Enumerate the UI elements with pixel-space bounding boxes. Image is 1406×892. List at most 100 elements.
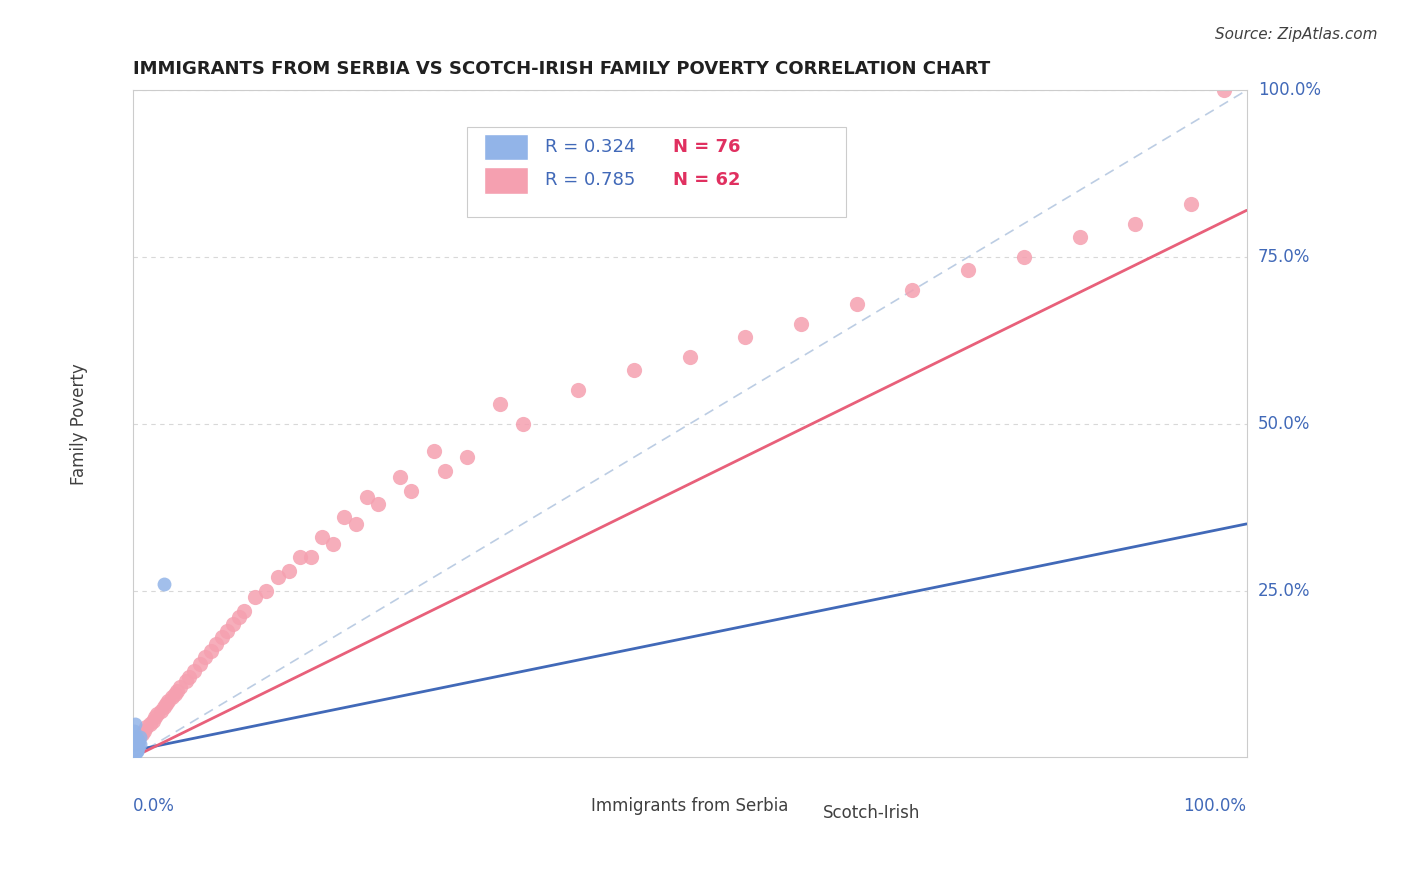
- Point: [125, 733, 148, 747]
- Point: [299, 550, 322, 565]
- Point: [124, 740, 146, 755]
- FancyBboxPatch shape: [467, 127, 845, 217]
- Point: [127, 737, 149, 751]
- Point: [142, 714, 165, 728]
- Point: [122, 731, 145, 745]
- Point: [1213, 83, 1236, 97]
- Point: [153, 577, 176, 591]
- Text: 75.0%: 75.0%: [1258, 248, 1310, 266]
- Point: [122, 733, 145, 747]
- Point: [155, 697, 177, 711]
- Point: [127, 737, 149, 751]
- Point: [125, 740, 148, 755]
- Text: Source: ZipAtlas.com: Source: ZipAtlas.com: [1215, 27, 1378, 42]
- Point: [143, 710, 166, 724]
- Point: [266, 570, 288, 584]
- Point: [217, 624, 239, 638]
- Text: Family Poverty: Family Poverty: [70, 363, 89, 484]
- Point: [127, 733, 149, 747]
- Point: [188, 657, 211, 671]
- Point: [128, 737, 150, 751]
- Point: [489, 397, 512, 411]
- Point: [228, 610, 250, 624]
- Point: [122, 744, 145, 758]
- Point: [174, 673, 197, 688]
- Point: [125, 744, 148, 758]
- Point: [333, 510, 356, 524]
- Point: [125, 740, 148, 755]
- Point: [122, 737, 145, 751]
- Point: [127, 737, 149, 751]
- Point: [790, 317, 813, 331]
- Point: [1123, 217, 1146, 231]
- FancyBboxPatch shape: [796, 794, 824, 814]
- Point: [122, 744, 145, 758]
- Point: [311, 530, 333, 544]
- Text: N = 62: N = 62: [673, 171, 741, 189]
- Point: [125, 737, 148, 751]
- Point: [124, 737, 146, 751]
- Point: [205, 637, 228, 651]
- Point: [679, 350, 702, 364]
- Point: [734, 330, 756, 344]
- Point: [367, 497, 389, 511]
- Point: [146, 706, 169, 721]
- Point: [245, 591, 267, 605]
- Point: [122, 731, 145, 745]
- Point: [124, 740, 146, 755]
- Point: [124, 740, 146, 755]
- Point: [125, 740, 148, 755]
- Text: 25.0%: 25.0%: [1258, 582, 1310, 599]
- Point: [127, 733, 149, 747]
- Point: [125, 737, 148, 751]
- Point: [356, 490, 378, 504]
- Point: [127, 740, 149, 755]
- Point: [149, 704, 172, 718]
- Point: [131, 727, 153, 741]
- Point: [127, 737, 149, 751]
- Text: 100.0%: 100.0%: [1258, 81, 1320, 99]
- Point: [122, 731, 145, 745]
- Point: [124, 717, 146, 731]
- Text: R = 0.785: R = 0.785: [546, 171, 636, 189]
- Point: [157, 694, 180, 708]
- Point: [124, 740, 146, 755]
- Point: [122, 723, 145, 738]
- Point: [165, 687, 187, 701]
- Text: Scotch-Irish: Scotch-Irish: [824, 804, 921, 822]
- Point: [124, 744, 146, 758]
- Point: [957, 263, 980, 277]
- Point: [122, 731, 145, 745]
- Point: [288, 550, 311, 565]
- FancyBboxPatch shape: [484, 134, 529, 161]
- Point: [623, 363, 645, 377]
- Point: [125, 731, 148, 745]
- Point: [122, 731, 145, 745]
- Point: [124, 731, 146, 745]
- Point: [901, 284, 924, 298]
- Text: Immigrants from Serbia: Immigrants from Serbia: [591, 797, 789, 815]
- Point: [512, 417, 534, 431]
- Point: [422, 443, 444, 458]
- Point: [1069, 230, 1091, 244]
- Point: [344, 516, 367, 531]
- Point: [127, 733, 149, 747]
- Point: [132, 723, 155, 738]
- Point: [124, 744, 146, 758]
- Point: [125, 733, 148, 747]
- Point: [1180, 196, 1202, 211]
- Point: [124, 744, 146, 758]
- Point: [456, 450, 478, 465]
- Point: [125, 737, 148, 751]
- Point: [128, 731, 150, 745]
- Point: [127, 740, 149, 755]
- Point: [127, 731, 149, 745]
- Point: [125, 737, 148, 751]
- Point: [125, 737, 148, 751]
- Point: [127, 737, 149, 751]
- Point: [183, 664, 205, 678]
- Point: [124, 744, 146, 758]
- Point: [211, 630, 233, 644]
- Point: [124, 744, 146, 758]
- Point: [222, 617, 245, 632]
